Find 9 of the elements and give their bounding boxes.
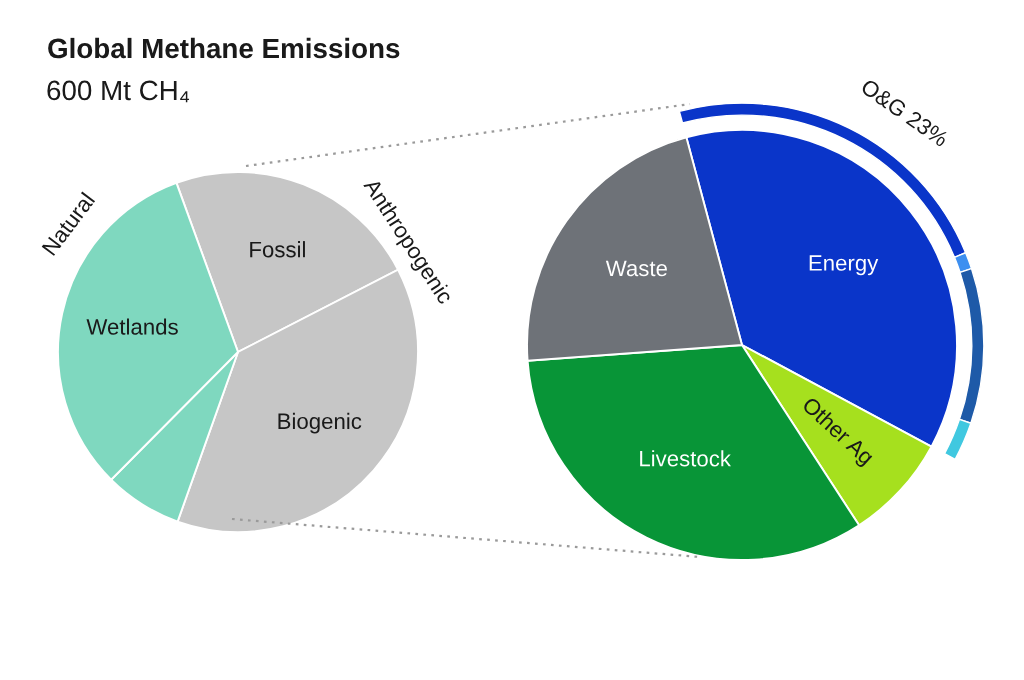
slice-label: Livestock	[640, 450, 731, 467]
slice-label: Waste	[605, 260, 667, 277]
slice-label: Biogenic	[278, 412, 362, 434]
slice-label: Fossil	[250, 241, 305, 258]
text: O&G 23%	[860, 78, 950, 148]
slice-label: Wetlands	[86, 318, 178, 335]
chart-title: Global Methane Emissions	[48, 37, 400, 59]
chart-subtitle: 600 Mt CH₄	[47, 80, 190, 103]
slice-label: Energy	[809, 255, 879, 276]
